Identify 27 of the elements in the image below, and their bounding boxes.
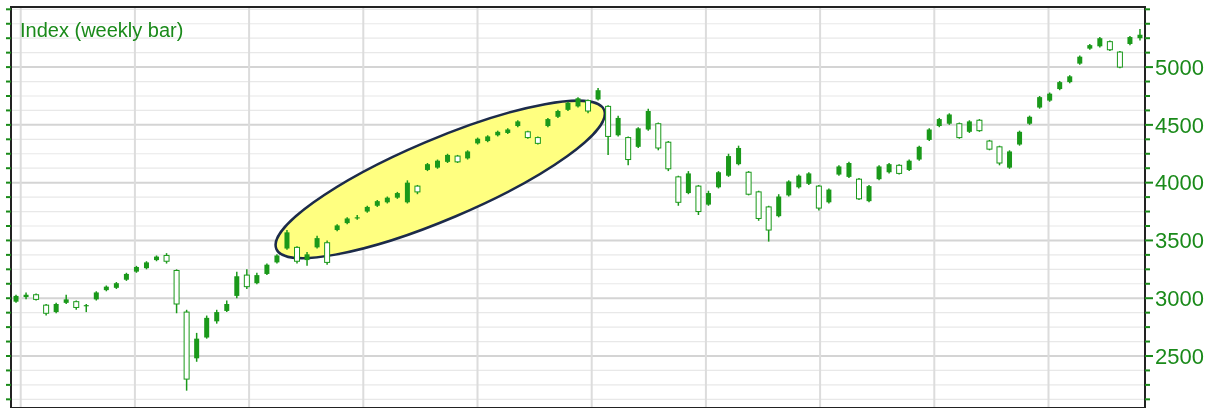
candlestick [1007, 149, 1013, 170]
text: Index (weekly bar) [20, 19, 184, 41]
candlestick [625, 135, 632, 167]
candlestick [194, 332, 200, 363]
candlestick [404, 179, 410, 205]
candlestick [284, 229, 290, 251]
y-tick-label: 4500 [1155, 112, 1204, 138]
y-tick-label: 3000 [1155, 285, 1204, 311]
y-tick-label: 2500 [1155, 343, 1204, 369]
candlestick [243, 268, 250, 290]
candlestick [765, 205, 772, 243]
candlestick [234, 270, 240, 299]
candlestick [645, 107, 651, 132]
candlestick [324, 239, 331, 266]
candlestick [615, 114, 621, 138]
candlestick [745, 170, 752, 197]
candlestick [204, 314, 210, 340]
candlestick [815, 184, 822, 212]
candlestick [776, 193, 782, 219]
y-tick-label: 5000 [1155, 54, 1204, 80]
y-tick-label: 3500 [1155, 228, 1204, 254]
candlestick [726, 153, 732, 178]
candlestick [685, 170, 691, 195]
candlestick [635, 126, 641, 149]
candlestick [736, 144, 742, 167]
y-tick-label: 4000 [1155, 170, 1204, 196]
candlestick [855, 177, 862, 201]
